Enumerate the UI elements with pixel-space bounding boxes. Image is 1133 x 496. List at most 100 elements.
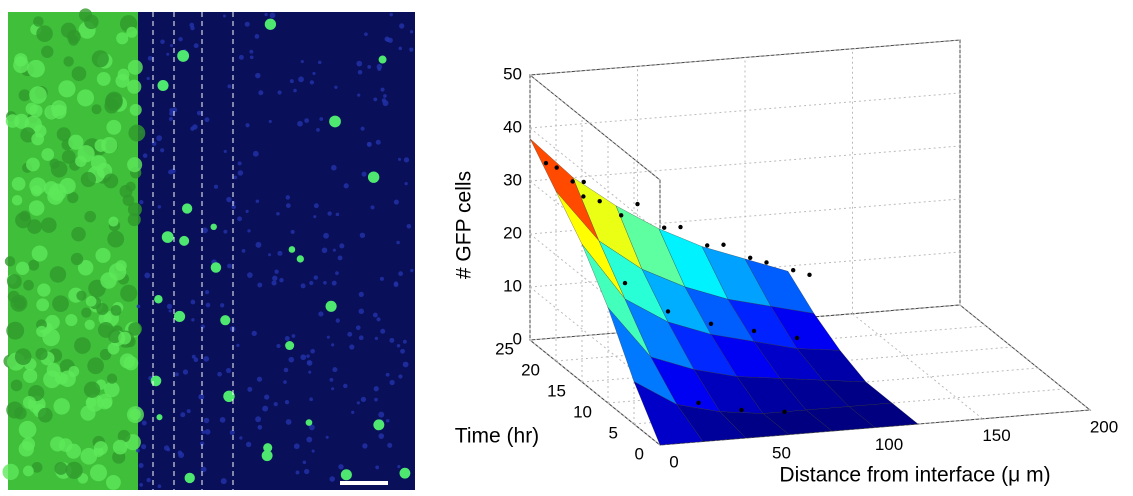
nucleus: [290, 229, 295, 234]
gfp-cell: [329, 115, 341, 128]
nucleus: [402, 361, 409, 368]
gfp-cell: [61, 150, 76, 164]
nucleus: [254, 34, 260, 39]
gfp-cell: [103, 173, 119, 189]
x-tick-label: 50: [772, 444, 791, 463]
nucleus: [398, 271, 404, 277]
data-point: [721, 242, 726, 247]
data-point: [751, 328, 757, 334]
nucleus: [168, 309, 172, 313]
gfp-cell: [45, 314, 60, 330]
nucleus: [241, 248, 246, 253]
nucleus: [343, 183, 349, 189]
x-tick-label: 150: [982, 426, 1010, 445]
gfp-cell: [99, 348, 112, 361]
y-axis-label: Time (hr): [455, 425, 539, 448]
nucleus: [387, 37, 393, 43]
data-point: [597, 198, 602, 204]
nucleus: [237, 161, 242, 166]
gfp-cell: [58, 80, 76, 98]
nucleus: [409, 30, 414, 34]
gfp-cell: [15, 261, 30, 275]
micrograph: [2, 8, 415, 490]
gfp-cell: [184, 472, 195, 484]
nucleus: [393, 282, 399, 288]
gfp-cell: [288, 246, 296, 253]
gfp-cell: [91, 104, 102, 115]
gfp-cell: [19, 210, 31, 222]
nucleus: [304, 118, 310, 123]
nucleus: [326, 335, 330, 339]
nucleus: [374, 336, 379, 341]
gfp-cell: [70, 252, 84, 266]
gfp-cell: [54, 462, 68, 475]
gfp-cell: [80, 171, 97, 188]
nucleus: [308, 370, 312, 374]
y-tick-label: 5: [609, 423, 618, 442]
nucleus: [168, 169, 173, 175]
z-tick-label: 40: [503, 117, 522, 136]
gfp-cell: [105, 475, 121, 490]
nucleus: [377, 66, 382, 71]
gfp-cell: [84, 210, 96, 223]
data-point: [570, 179, 575, 184]
data-point: [622, 280, 628, 286]
nucleus: [223, 149, 227, 154]
scale-bar: [340, 481, 388, 485]
nucleus: [283, 367, 289, 373]
nucleus: [385, 372, 390, 377]
nucleus: [399, 23, 405, 29]
nucleus: [329, 476, 335, 482]
nucleus: [277, 90, 282, 95]
gfp-cell: [65, 314, 78, 327]
nucleus: [198, 393, 205, 400]
gfp-cell: [373, 419, 385, 431]
data-point: [708, 321, 714, 326]
gfp-cell: [50, 160, 68, 178]
nucleus: [311, 449, 315, 453]
gfp-cell: [127, 157, 143, 173]
gfp-cell: [156, 414, 163, 421]
nucleus: [357, 69, 363, 75]
gfp-cell: [13, 113, 29, 129]
y-tick-label: 15: [547, 381, 566, 400]
nucleus: [331, 280, 337, 286]
nucleus: [269, 12, 276, 19]
gfp-cell: [14, 53, 28, 67]
gfp-cell: [150, 375, 162, 387]
nucleus: [337, 255, 343, 261]
nucleus: [225, 367, 232, 374]
nucleus: [284, 399, 290, 405]
nucleus: [178, 36, 183, 42]
nucleus: [160, 148, 165, 153]
gfp-cell: [91, 50, 109, 68]
gfp-cell: [161, 231, 174, 243]
data-point: [696, 400, 701, 406]
gfp-cell: [122, 194, 135, 207]
gfp-cell: [76, 89, 95, 107]
nucleus: [251, 330, 257, 337]
nucleus: [160, 39, 165, 45]
nucleus: [321, 247, 328, 254]
nucleus: [316, 128, 320, 132]
gfp-cell: [23, 368, 38, 384]
nucleus: [238, 54, 244, 60]
nucleus: [157, 205, 162, 209]
cells: [2, 8, 414, 490]
data-point: [748, 255, 753, 260]
nucleus: [147, 55, 153, 61]
gfp-cell: [71, 66, 87, 82]
data-point: [764, 260, 769, 265]
gfp-cell: [29, 104, 43, 118]
gfp-cell: [261, 450, 273, 462]
nucleus: [172, 107, 178, 113]
gfp-cell: [107, 230, 125, 248]
nucleus: [272, 275, 278, 281]
gfp-cell: [51, 100, 67, 116]
nucleus: [277, 250, 283, 256]
nucleus: [236, 343, 240, 347]
nucleus: [375, 139, 381, 145]
gfp-cell: [40, 217, 57, 233]
z-tick-label: 50: [503, 64, 522, 83]
